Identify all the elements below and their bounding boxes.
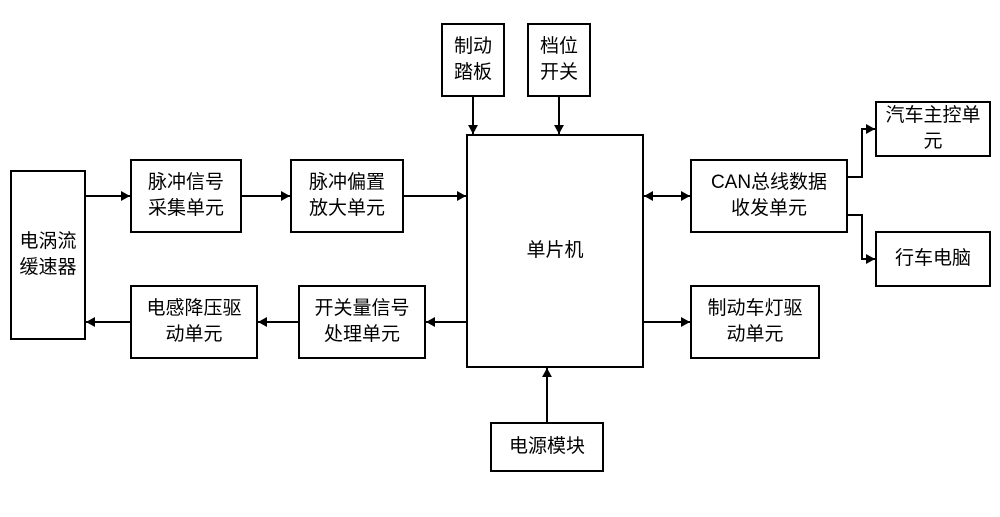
arrow-head — [681, 191, 690, 201]
node-switch_signal: 开关量信号处理单元 — [298, 285, 426, 359]
node-label: 脉冲偏置放大单元 — [309, 170, 385, 221]
node-label: 档位开关 — [540, 34, 578, 85]
node-gear_switch: 档位开关 — [527, 23, 591, 97]
node-label: 汽车主控单元 — [881, 103, 985, 154]
edge-can_bus-trip_computer — [848, 215, 875, 259]
node-vehicle_mcu: 汽车主控单元 — [875, 101, 991, 157]
node-trip_computer: 行车电脑 — [875, 231, 991, 287]
arrow-head — [457, 191, 466, 201]
node-label: 电感降压驱动单元 — [146, 296, 241, 347]
arrow-head — [542, 368, 552, 377]
node-label: 开关量信号处理单元 — [314, 296, 409, 347]
arrow-head — [121, 191, 130, 201]
arrow-head — [866, 254, 875, 264]
arrow-head — [86, 317, 95, 327]
node-power_module: 电源模块 — [490, 422, 604, 472]
node-can_bus: CAN总线数据收发单元 — [690, 159, 848, 233]
node-eddy_current_retarder: 电涡流缓速器 — [10, 170, 86, 340]
arrow-head — [681, 317, 690, 327]
node-label: 制动踏板 — [454, 34, 492, 85]
node-brake_light_drive: 制动车灯驱动单元 — [690, 285, 820, 359]
arrow-head — [426, 317, 435, 327]
node-brake_pedal: 制动踏板 — [441, 23, 505, 97]
arrow-head — [281, 191, 290, 201]
arrow-head — [468, 125, 478, 134]
node-label: 脉冲信号采集单元 — [148, 170, 224, 221]
node-label: 电涡流缓速器 — [19, 229, 76, 280]
node-mcu: 单片机 — [466, 134, 644, 368]
arrow-head — [866, 124, 875, 134]
edge-can_bus-vehicle_mcu — [848, 129, 875, 177]
node-label: CAN总线数据收发单元 — [711, 170, 827, 221]
node-label: 制动车灯驱动单元 — [707, 296, 802, 347]
arrow-head — [554, 125, 564, 134]
node-pulse_acquisition: 脉冲信号采集单元 — [130, 159, 242, 233]
node-inductor_buck_drive: 电感降压驱动单元 — [130, 285, 258, 359]
node-label: 行车电脑 — [895, 246, 971, 272]
node-label: 电源模块 — [509, 434, 585, 460]
node-label: 单片机 — [526, 238, 583, 264]
node-pulse_bias_amp: 脉冲偏置放大单元 — [290, 159, 404, 233]
arrow-head — [258, 317, 267, 327]
arrow-head — [644, 191, 653, 201]
